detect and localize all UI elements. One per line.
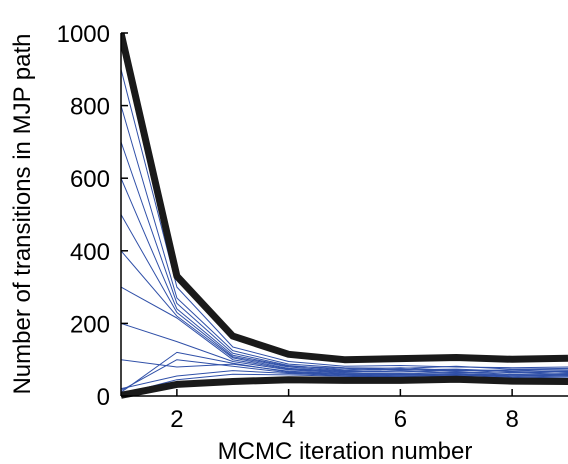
y-tick-label: 800 [70,94,110,121]
mcmc-series-line [121,214,568,373]
mcmc-series-line [121,105,568,370]
mcmc-series-line [121,286,568,374]
mcmc-series-line [121,141,568,372]
plot-lines [121,32,568,399]
axes [120,32,568,397]
y-tick-label: 0 [97,384,110,411]
x-axis-label: MCMC iteration number [218,438,473,464]
y-tick-label: 200 [70,311,110,338]
bound-series-line [121,375,568,399]
mcmc-series-line [121,359,568,376]
mcmc-series-line [121,178,568,372]
x-tick-label: 2 [170,406,183,433]
y-tick-label: 600 [70,166,110,193]
tick-labels: 0 200 400 600 800 1000 2 4 6 8 [57,21,519,433]
mcmc-series-line [121,351,568,393]
mcmc-series-line [121,370,568,390]
x-tick-label: 8 [505,406,518,433]
y-tick-label: 400 [70,239,110,266]
y-axis-label: Number of transitions in MJP path [9,33,36,394]
y-tick-label: 1000 [57,21,110,48]
mcmc-series-line [121,322,568,375]
mcmc-series-line [121,69,568,369]
x-tick-label: 6 [394,406,407,433]
mcmc-series-line [121,359,568,392]
bound-series-line [121,32,568,364]
x-tick-label: 4 [282,406,295,433]
